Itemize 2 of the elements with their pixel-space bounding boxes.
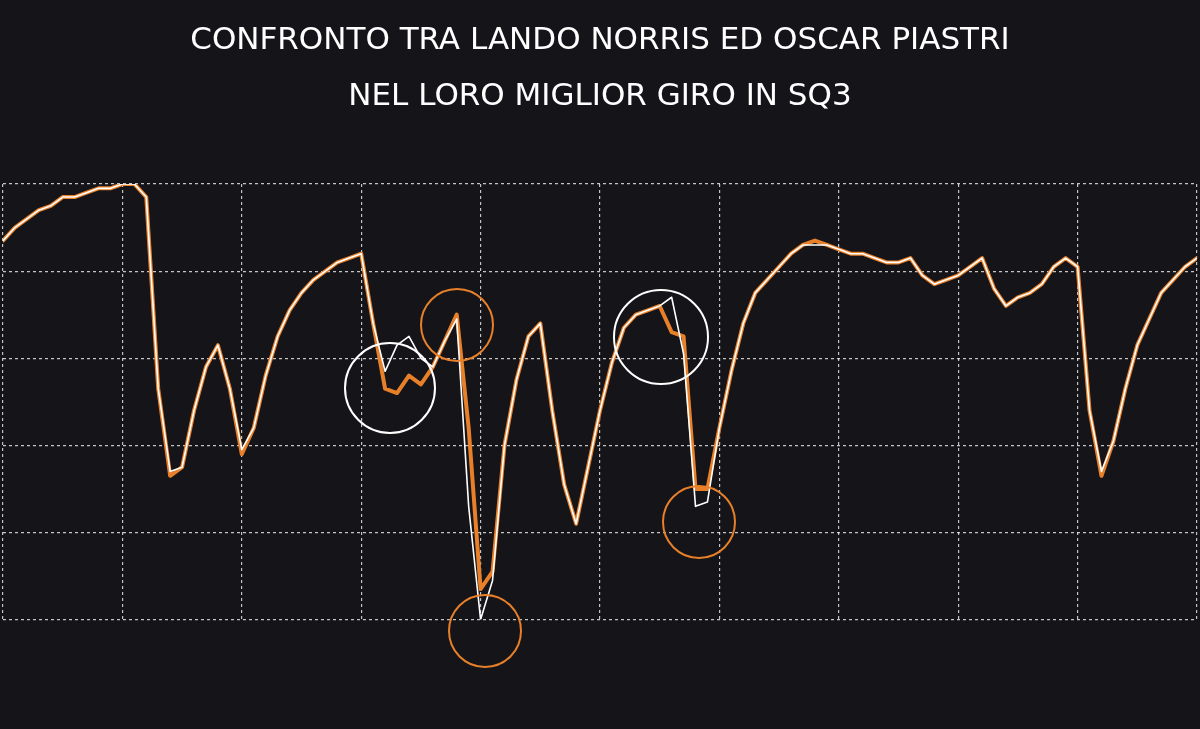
chart-title: CONFRONTO TRA LANDO NORRIS ED OSCAR PIASTRI [189,19,1011,58]
chart-subtitle: NEL LORO MIGLIOR GIRO IN SQ3 [347,75,853,114]
